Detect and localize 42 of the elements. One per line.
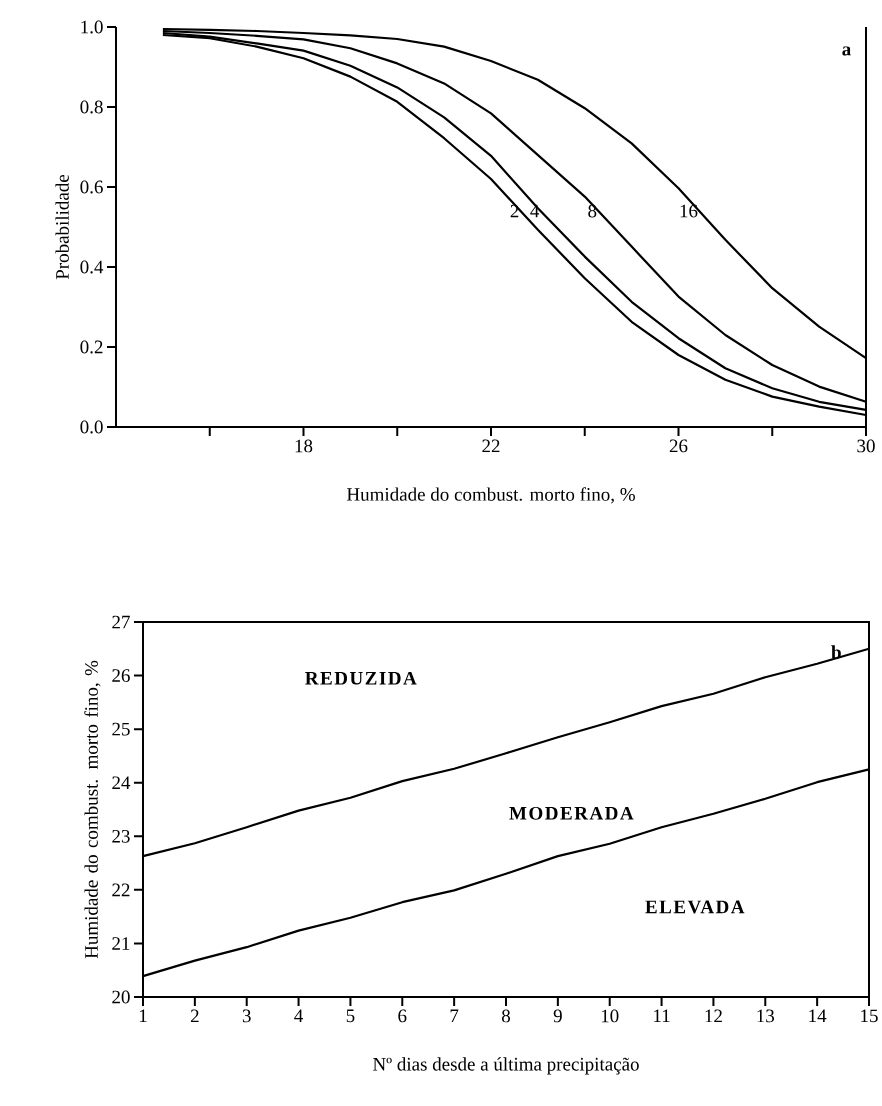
y-tick-label: 22 bbox=[112, 883, 130, 897]
x-tick-label: 15 bbox=[861, 1009, 878, 1023]
x-tick-label: 2 bbox=[190, 1009, 199, 1023]
y-tick-label: 24 bbox=[112, 776, 131, 790]
y-axis-title: Humidade do combust. morto fino, % bbox=[84, 660, 101, 959]
annotation: REDUZIDA bbox=[305, 671, 417, 685]
y-tick-label: 1.0 bbox=[81, 20, 103, 34]
series-label: 16 bbox=[680, 204, 698, 218]
x-tick-label: 10 bbox=[601, 1009, 619, 1023]
x-tick-label: 12 bbox=[705, 1009, 722, 1023]
x-tick-label: 4 bbox=[294, 1009, 304, 1023]
y-tick-label: 0.6 bbox=[80, 180, 103, 194]
y-tick-label: 23 bbox=[112, 829, 130, 843]
x-tick-label: 5 bbox=[346, 1009, 355, 1023]
x-tick-label: 26 bbox=[669, 439, 688, 453]
x-axis-title: Nº dias desde a última precipitação bbox=[373, 1057, 639, 1075]
x-tick-label: 18 bbox=[295, 439, 313, 453]
y-tick-label: 20 bbox=[112, 990, 130, 1004]
annotation: ELEVADA bbox=[645, 900, 745, 914]
y-tick-label: 27 bbox=[112, 615, 130, 629]
x-tick-label: 14 bbox=[809, 1009, 827, 1023]
x-axis-title: Humidade do combust. morto fino, % bbox=[346, 487, 635, 504]
x-tick-label: 13 bbox=[757, 1009, 775, 1023]
annotation: a bbox=[842, 46, 851, 56]
x-tick-label: 6 bbox=[398, 1009, 407, 1023]
y-tick-label: 25 bbox=[112, 722, 130, 736]
x-tick-label: 8 bbox=[501, 1009, 511, 1023]
y-tick-label: 0.8 bbox=[80, 100, 103, 114]
x-tick-label: 30 bbox=[857, 439, 875, 453]
y-tick-label: 0.0 bbox=[80, 420, 103, 434]
annotation: MODERADA bbox=[509, 806, 634, 820]
y-tick-label: 0.2 bbox=[80, 340, 103, 354]
x-tick-label: 3 bbox=[242, 1009, 251, 1023]
x-tick-label: 11 bbox=[654, 1009, 670, 1023]
x-tick-label: 1 bbox=[139, 1009, 147, 1023]
x-tick-label: 9 bbox=[553, 1009, 562, 1023]
x-tick-label: 7 bbox=[450, 1009, 459, 1022]
y-tick-label: 0.4 bbox=[80, 260, 104, 274]
y-axis-title: Probabilidade bbox=[55, 174, 69, 280]
y-tick-label: 21 bbox=[112, 937, 130, 950]
x-tick-label: 22 bbox=[482, 439, 500, 453]
y-tick-label: 26 bbox=[112, 669, 130, 682]
